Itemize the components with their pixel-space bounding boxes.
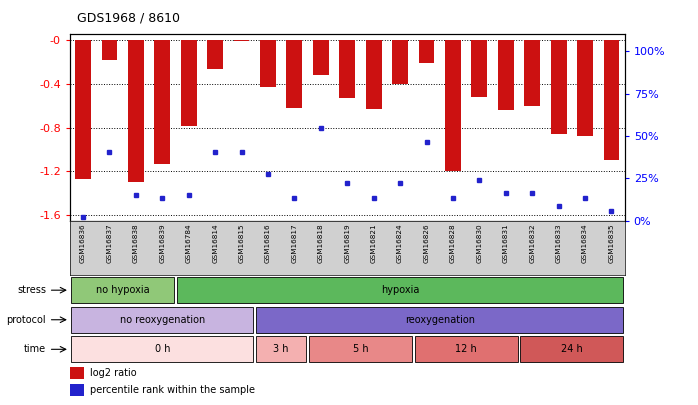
FancyBboxPatch shape (71, 336, 253, 362)
FancyBboxPatch shape (256, 336, 306, 362)
Text: no hypoxia: no hypoxia (96, 285, 149, 295)
FancyBboxPatch shape (71, 277, 174, 303)
Text: protocol: protocol (6, 315, 46, 325)
Bar (392, 40, 408, 84)
Bar (471, 40, 487, 97)
Bar (445, 40, 461, 171)
Text: GSM16826: GSM16826 (424, 224, 429, 263)
Text: 0 h: 0 h (154, 344, 170, 354)
Bar (154, 40, 170, 164)
Text: time: time (24, 344, 46, 354)
Text: GSM16818: GSM16818 (318, 224, 324, 263)
Text: stress: stress (17, 285, 46, 295)
Text: GSM16837: GSM16837 (106, 224, 112, 263)
Text: hypoxia: hypoxia (381, 285, 419, 295)
Text: GSM16814: GSM16814 (212, 224, 218, 263)
Bar (70, 367, 84, 379)
Text: 3 h: 3 h (274, 344, 289, 354)
Text: GSM16817: GSM16817 (291, 224, 297, 263)
FancyBboxPatch shape (309, 336, 412, 362)
Text: no reoxygenation: no reoxygenation (119, 315, 205, 325)
Text: GSM16831: GSM16831 (503, 224, 509, 263)
Bar (181, 40, 197, 126)
Text: GSM16839: GSM16839 (159, 224, 165, 263)
FancyBboxPatch shape (71, 307, 253, 333)
Bar (313, 40, 329, 75)
FancyBboxPatch shape (520, 336, 623, 362)
Bar (260, 40, 276, 87)
Bar (75, 40, 91, 179)
Bar (339, 40, 355, 98)
Text: GSM16834: GSM16834 (582, 224, 588, 263)
Bar (524, 40, 540, 106)
Text: 5 h: 5 h (352, 344, 369, 354)
Text: GSM16838: GSM16838 (133, 224, 139, 263)
Bar (551, 40, 567, 134)
Text: GSM16815: GSM16815 (239, 224, 244, 263)
Bar (101, 40, 117, 60)
Text: log2 ratio: log2 ratio (89, 368, 136, 378)
Bar (286, 40, 302, 108)
FancyBboxPatch shape (177, 277, 623, 303)
Bar (234, 40, 249, 41)
Text: GSM16828: GSM16828 (450, 224, 456, 263)
Bar (577, 40, 593, 136)
Text: GSM16816: GSM16816 (265, 224, 271, 263)
Text: reoxygenation: reoxygenation (405, 315, 475, 325)
Text: percentile rank within the sample: percentile rank within the sample (89, 385, 255, 395)
FancyBboxPatch shape (415, 336, 518, 362)
Text: GSM16836: GSM16836 (80, 224, 86, 263)
Bar (128, 40, 144, 182)
Text: GSM16784: GSM16784 (186, 224, 192, 263)
Text: 12 h: 12 h (455, 344, 477, 354)
Text: GDS1968 / 8610: GDS1968 / 8610 (77, 11, 180, 24)
Bar (604, 40, 619, 160)
Bar (70, 384, 84, 396)
Text: GSM16824: GSM16824 (397, 224, 403, 263)
Text: 24 h: 24 h (561, 344, 583, 354)
Text: GSM16830: GSM16830 (476, 224, 482, 263)
Text: GSM16835: GSM16835 (609, 224, 614, 263)
Text: GSM16819: GSM16819 (344, 224, 350, 263)
Text: GSM16821: GSM16821 (371, 224, 377, 263)
Bar (366, 40, 382, 109)
FancyBboxPatch shape (256, 307, 623, 333)
Text: GSM16833: GSM16833 (556, 224, 562, 263)
Text: GSM16832: GSM16832 (529, 224, 535, 263)
Bar (498, 40, 514, 110)
Bar (207, 40, 223, 70)
Bar (419, 40, 434, 63)
